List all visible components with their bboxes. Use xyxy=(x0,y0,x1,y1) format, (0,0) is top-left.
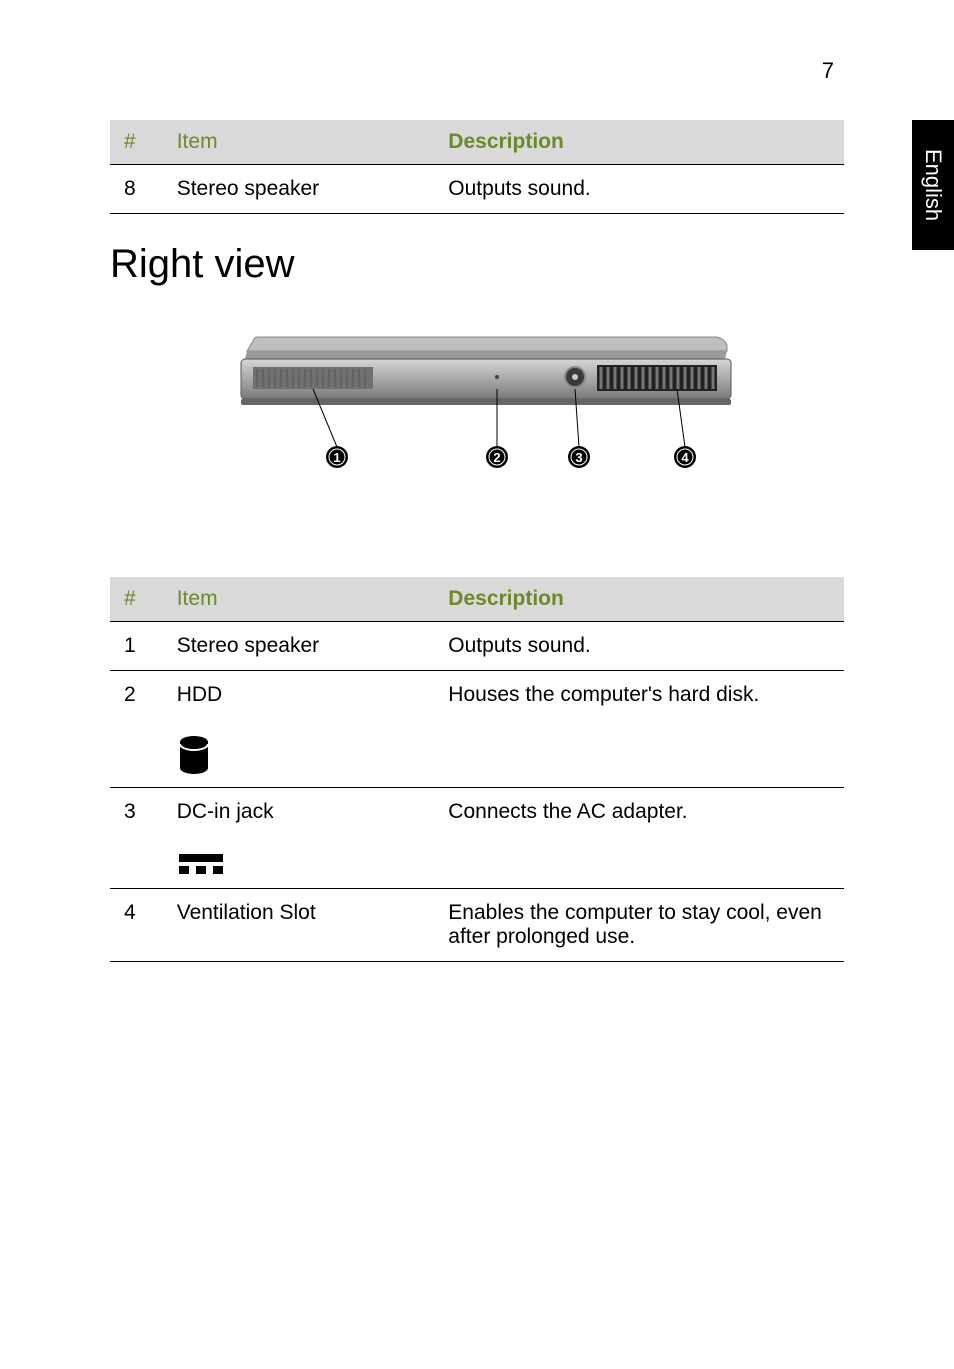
page-number: 7 xyxy=(822,58,834,84)
table-row-icon xyxy=(110,836,844,889)
row-num: 3 xyxy=(110,788,169,837)
row-num: 4 xyxy=(110,889,169,962)
callout-4-icon: 4 xyxy=(674,446,696,468)
callout-3-icon: 3 xyxy=(568,446,590,468)
svg-text:2: 2 xyxy=(493,450,500,465)
bottom-feature-table: # Item Description 1 Stereo speaker Outp… xyxy=(110,577,844,962)
row-item: Ventilation Slot xyxy=(169,889,441,962)
table-row: 4 Ventilation Slot Enables the computer … xyxy=(110,889,844,962)
row-desc: Enables the computer to stay cool, even … xyxy=(440,889,844,962)
row-item: DC-in jack xyxy=(169,788,441,837)
top-table-header-num: # xyxy=(124,130,136,153)
table-row-icon xyxy=(110,719,844,788)
row-desc: Connects the AC adapter. xyxy=(440,788,844,837)
language-tab: English xyxy=(912,120,954,250)
row-desc: Outputs sound. xyxy=(440,165,844,214)
svg-text:1: 1 xyxy=(333,450,340,465)
right-view-diagram: 1 2 3 4 xyxy=(110,317,844,517)
table-row: 8 Stereo speaker Outputs sound. xyxy=(110,165,844,214)
laptop-right-view-svg: 1 2 3 4 xyxy=(217,317,737,517)
row-desc: Outputs sound. xyxy=(440,622,844,671)
row-num: 1 xyxy=(110,622,169,671)
table-row: 3 DC-in jack Connects the AC adapter. xyxy=(110,788,844,837)
hdd-icon xyxy=(177,735,211,775)
top-table-header-desc: Description xyxy=(448,130,564,153)
top-feature-table: # Item Description 8 Stereo speaker Outp… xyxy=(110,120,844,214)
row-desc: Houses the computer's hard disk. xyxy=(440,671,844,720)
row-item: Stereo speaker xyxy=(169,622,441,671)
table-row: 2 HDD Houses the computer's hard disk. xyxy=(110,671,844,720)
row-item: HDD xyxy=(169,671,441,720)
section-heading: Right view xyxy=(110,242,844,287)
svg-text:3: 3 xyxy=(575,450,582,465)
bottom-table-header-desc: Description xyxy=(448,587,564,610)
svg-text:4: 4 xyxy=(681,450,689,465)
bottom-table-header-item: Item xyxy=(177,587,218,610)
bottom-table-header-num: # xyxy=(124,587,136,610)
callout-2-icon: 2 xyxy=(486,446,508,468)
top-table-header-item: Item xyxy=(177,130,218,153)
callout-1-icon: 1 xyxy=(326,446,348,468)
row-num: 8 xyxy=(110,165,169,214)
row-item: Stereo speaker xyxy=(169,165,441,214)
dc-in-icon xyxy=(177,852,225,876)
table-row: 1 Stereo speaker Outputs sound. xyxy=(110,622,844,671)
row-num: 2 xyxy=(110,671,169,720)
